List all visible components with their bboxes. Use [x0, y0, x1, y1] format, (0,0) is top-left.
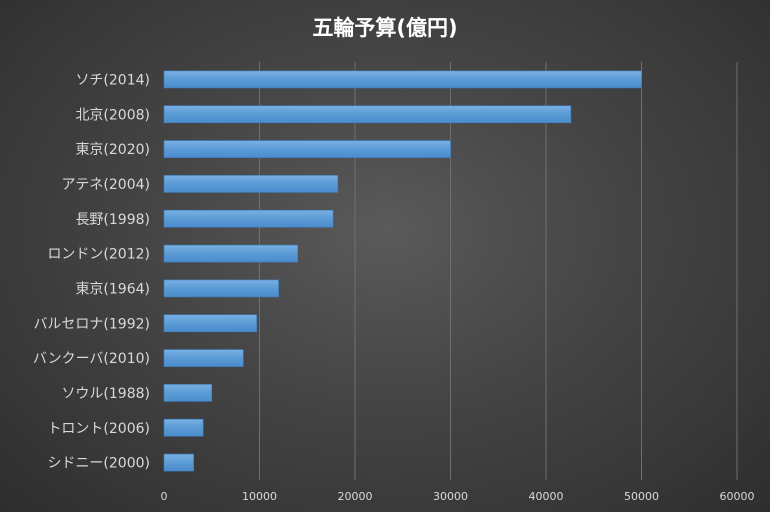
category-label: ソチ(2014) [75, 72, 150, 88]
bar [163, 418, 204, 437]
x-tick-label: 60000 [720, 490, 755, 503]
bar [163, 314, 257, 333]
category-label: 東京(2020) [75, 142, 150, 158]
category-label: 東京(1964) [75, 281, 150, 297]
x-tick-label: 40000 [529, 490, 564, 503]
bar [163, 209, 334, 228]
category-label: バルセロナ(1992) [33, 316, 150, 332]
x-tick-label: 50000 [624, 490, 659, 503]
category-label: 長野(1998) [75, 212, 150, 228]
category-label: ロンドン(2012) [47, 247, 150, 263]
chart-title: 五輪予算(億円) [312, 16, 458, 40]
bar [163, 244, 298, 263]
x-tick-label: 0 [161, 490, 168, 503]
bar [163, 279, 279, 298]
bar [163, 70, 642, 89]
category-label: ソウル(1988) [61, 386, 150, 402]
x-tick-label: 10000 [242, 490, 277, 503]
category-label: トロント(2006) [47, 421, 150, 437]
bar [163, 453, 194, 472]
bar [163, 140, 451, 158]
bar [163, 349, 244, 367]
category-label: シドニー(2000) [47, 456, 150, 472]
category-label: 北京(2008) [75, 107, 150, 123]
bar [163, 105, 572, 124]
x-tick-label: 30000 [433, 490, 468, 503]
bar [163, 384, 213, 402]
category-label: バンクーバ(2010) [33, 351, 150, 367]
bar [163, 175, 339, 193]
x-tick-label: 20000 [338, 490, 373, 503]
category-label: アテネ(2004) [61, 177, 150, 193]
